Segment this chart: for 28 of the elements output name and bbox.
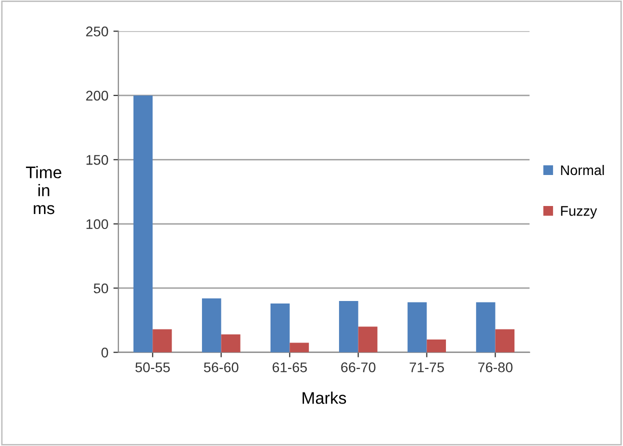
x-tick-label: 66-70 — [341, 362, 376, 372]
bar — [339, 300, 358, 352]
legend-label: Fuzzy — [561, 206, 598, 219]
bar — [358, 326, 378, 352]
bar — [426, 339, 446, 352]
bar — [221, 334, 240, 352]
bar — [495, 329, 514, 352]
y-axis-title: Time in ms — [26, 166, 62, 214]
y-tick-label: 0 — [101, 348, 108, 358]
y-tick-label: 100 — [86, 219, 108, 230]
bar — [202, 298, 222, 352]
bar — [290, 342, 309, 352]
y-tick-label: 50 — [94, 283, 108, 294]
y-tick-label: 200 — [86, 90, 108, 101]
y-tick-label: 250 — [86, 26, 108, 36]
bar — [152, 329, 172, 352]
bar — [133, 95, 153, 352]
x-tick-label: 76-80 — [478, 362, 513, 372]
legend-label: Normal — [561, 164, 604, 176]
bar — [476, 302, 496, 352]
x-axis-title: Marks — [302, 392, 346, 404]
x-tick-label: 61-65 — [272, 362, 307, 372]
x-tick-label: 71-75 — [410, 362, 444, 372]
x-tick-label: 50-55 — [135, 362, 170, 372]
bar — [270, 304, 290, 352]
bar — [408, 302, 427, 352]
y-tick-label: 150 — [86, 155, 108, 165]
x-tick-label: 56-60 — [204, 362, 238, 372]
